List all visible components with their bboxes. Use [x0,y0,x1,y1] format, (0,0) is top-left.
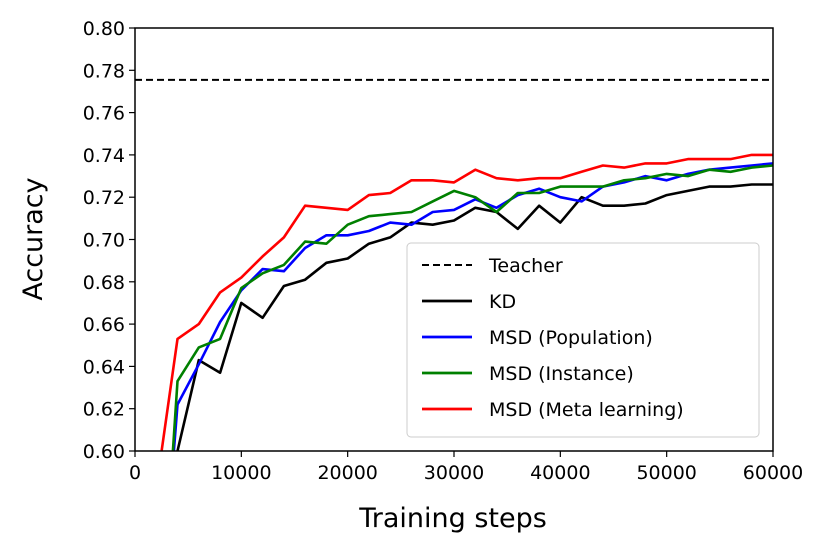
legend-label: MSD (Population) [489,327,653,349]
x-tick-label: 50000 [636,462,696,484]
x-tick-label: 40000 [530,462,590,484]
x-axis-title: Training steps [358,503,547,534]
legend-label: MSD (Meta learning) [489,399,684,421]
y-tick-label: 0.70 [83,230,125,252]
x-tick-label: 10000 [211,462,271,484]
y-tick-label: 0.80 [83,18,125,40]
y-tick-label: 0.64 [83,356,125,378]
legend-frame [406,242,760,438]
legend-label: Teacher [488,255,563,277]
y-tick-label: 0.76 [83,103,125,125]
y-tick-label: 0.68 [83,272,125,294]
x-tick-label: 20000 [317,462,377,484]
y-tick-label: 0.74 [83,145,125,167]
ticks-layer: 0 10000 20000 30000 40000 50000 60000 0.60 0.62 0… [83,18,804,484]
legend-label: KD [489,291,516,313]
legend: Teacher KD MSD (Population) MSD (Instance) M… [406,242,760,438]
series-line-msd-instance [171,164,773,451]
y-tick-label: 0.72 [83,187,125,209]
series-line-msd-population [172,162,773,451]
x-tick-label: 60000 [743,462,803,484]
series-line-msd-meta-learning [160,153,773,451]
y-tick-label: 0.62 [83,399,125,421]
series-layer [135,78,773,451]
series-line-kd [176,183,773,451]
y-tick-label: 0.60 [83,441,125,463]
y-tick-label: 0.66 [83,314,125,336]
y-tick-label: 0.78 [83,60,125,82]
legend-label: MSD (Instance) [489,363,634,385]
y-axis-title: Accuracy [18,177,49,300]
x-tick-label: 0 [129,462,141,484]
x-tick-label: 30000 [424,462,484,484]
